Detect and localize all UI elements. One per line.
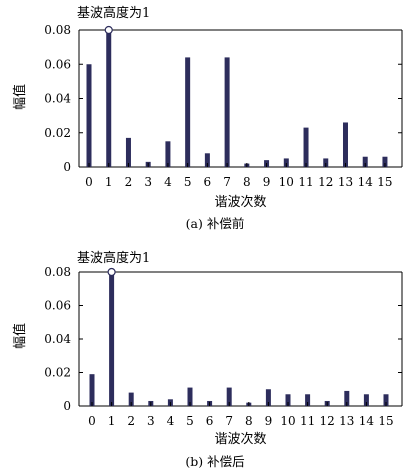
bar-harmonic-10 [285,394,291,406]
y-tick-label: 0 [63,399,71,413]
x-tick-label: 14 [359,414,375,428]
x-tick-label: 14 [358,175,374,189]
x-tick-label: 11 [298,175,313,189]
chart-panel-a: 00.020.040.060.080 1 2 3 4 5 6 7 8 9 10 11 12 13 14 15基… [12,5,403,231]
x-tick-label: 5 [184,175,192,189]
bar-harmonic-14 [362,156,368,167]
x-tick-label: 6 [204,175,212,189]
x-tick-label: 9 [265,414,273,428]
x-axis-label: 谐波次数 [214,431,266,447]
bar-harmonic-7 [226,387,232,406]
bar-harmonic-15 [383,394,389,406]
bar-harmonic-15 [382,156,388,167]
bar-harmonic-14 [363,394,369,406]
bar-harmonic-7 [224,57,230,167]
panel-caption: (a) 补偿前 [186,216,245,231]
x-tick-label: 12 [318,175,333,189]
x-tick-label: 10 [279,175,294,189]
x-axis-label: 谐波次数 [214,194,266,210]
x-tick-label: 1 [105,175,113,189]
bar-harmonic-12 [323,158,329,167]
x-tick-label: 4 [164,175,172,189]
bar-harmonic-1 [109,272,115,406]
x-tick-label: 7 [223,175,231,189]
bar-harmonic-4 [165,141,171,167]
bar-harmonic-6 [204,153,210,167]
fundamental-annotation: 基波高度为1 [77,250,150,266]
y-tick-label: 0.04 [44,92,71,106]
x-tick-label: 12 [320,414,335,428]
bar-harmonic-2 [128,392,134,406]
x-tick-label: 2 [125,175,133,189]
x-tick-label: 3 [144,175,152,189]
y-tick-label: 0 [63,160,71,174]
bar-harmonic-10 [283,158,289,167]
y-tick-label: 0.08 [44,265,71,279]
bar-harmonic-11 [305,394,311,406]
bar-harmonic-5 [187,387,193,406]
x-tick-label: 7 [225,414,233,428]
bar-harmonic-5 [185,57,191,167]
y-tick-label: 0.04 [44,332,71,346]
x-tick-label: 5 [186,414,194,428]
y-tick-label: 0.06 [44,57,71,71]
x-tick-label: 4 [167,414,175,428]
x-tick-label: 15 [378,414,393,428]
bar-harmonic-0 [86,64,92,167]
bar-harmonic-9 [265,389,271,406]
x-tick-label: 15 [377,175,392,189]
y-axis-label: 幅值 [12,84,28,110]
y-axis-label: 幅值 [12,323,28,349]
fundamental-marker [104,25,113,35]
bar-harmonic-13 [342,122,348,167]
y-tick-label: 0.08 [44,23,71,37]
x-tick-label: 9 [263,175,271,189]
x-tick-label: 0 [88,414,96,428]
bar-harmonic-0 [89,374,95,406]
bar-harmonic-11 [303,127,309,167]
bar-harmonic-1 [106,30,112,167]
y-tick-label: 0.02 [44,366,71,380]
y-tick-label: 0.06 [44,299,71,313]
x-tick-label: 11 [300,414,315,428]
fundamental-annotation: 基波高度为1 [77,5,150,21]
chart-panel-b: 00.020.040.060.080 1 2 3 4 5 6 7 8 9 10 11 12 13 14 15基… [12,250,403,469]
fundamental-marker [107,267,116,277]
x-tick-label: 3 [147,414,155,428]
x-tick-label: 6 [206,414,214,428]
x-tick-label: 13 [338,175,353,189]
x-tick-label: 8 [243,175,251,189]
x-tick-label: 13 [339,414,354,428]
x-tick-label: 0 [85,175,93,189]
x-tick-label: 2 [127,414,135,428]
x-tick-label: 1 [108,414,116,428]
bar-harmonic-2 [125,137,131,167]
x-tick-label: 8 [245,414,253,428]
y-tick-label: 0.02 [44,126,71,140]
panel-caption: (b) 补偿后 [185,454,244,469]
x-tick-label: 10 [280,414,295,428]
bar-harmonic-13 [344,390,350,406]
